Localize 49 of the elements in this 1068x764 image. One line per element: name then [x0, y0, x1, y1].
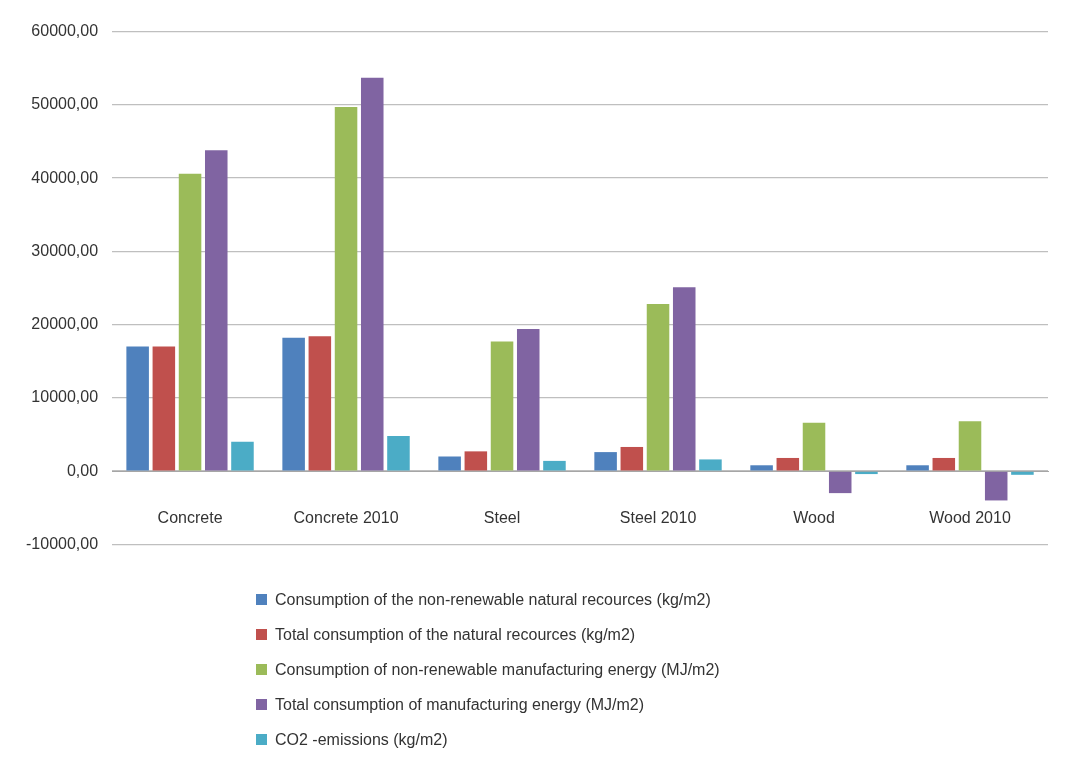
x-tick-label: Concrete 2010 — [293, 509, 399, 527]
x-tick-label: Wood — [793, 509, 835, 527]
x-tick-label: Wood 2010 — [929, 509, 1011, 527]
bar — [828, 471, 852, 494]
bar — [932, 457, 956, 471]
bar — [126, 346, 149, 471]
bar — [750, 465, 773, 471]
y-tick-label: 0,00 — [66, 461, 99, 479]
bar — [1011, 471, 1034, 475]
legend-label: Consumption of non-renewable manufacturing energy (MJ/m2) — [275, 660, 720, 679]
x-tick-label: Concrete — [157, 509, 223, 527]
y-tick-label: 10000,00 — [31, 388, 99, 406]
bar — [958, 421, 982, 471]
y-tick-label: 50000,00 — [31, 95, 99, 113]
bar — [178, 173, 202, 471]
legend-label: CO2 -emissions (kg/m2) — [275, 730, 448, 749]
bar — [984, 471, 1008, 501]
bar — [594, 452, 617, 471]
bar — [855, 471, 878, 475]
bar — [646, 304, 670, 471]
bar — [438, 456, 461, 471]
legend-label: Consumption of the non-renewable natural recources (kg/m2) — [275, 590, 711, 609]
y-tick-label: 60000,00 — [31, 22, 99, 40]
bar — [334, 107, 358, 471]
bar — [620, 446, 644, 471]
legend-label: Total consumption of manufacturing energy (MJ/m2) — [275, 695, 645, 714]
bar — [205, 150, 228, 471]
bar — [802, 422, 826, 471]
bar — [308, 336, 332, 471]
y-tick-label: -10000,00 — [26, 534, 99, 552]
bar — [282, 337, 305, 471]
legend-label: Total consumption of the natural recources (kg/m2) — [275, 625, 636, 644]
bar — [231, 441, 254, 471]
x-tick-label: Steel 2010 — [619, 509, 697, 527]
bar — [543, 460, 566, 471]
bar — [906, 465, 929, 471]
bar — [699, 459, 722, 471]
x-tick-label: Steel — [483, 509, 521, 527]
bar — [776, 457, 800, 471]
bar — [516, 329, 540, 471]
bar — [490, 341, 514, 471]
bar — [387, 435, 410, 471]
y-tick-label: 30000,00 — [31, 241, 99, 259]
y-tick-label: 20000,00 — [31, 315, 99, 333]
bar — [360, 77, 384, 471]
y-tick-label: 40000,00 — [31, 168, 99, 186]
bar — [152, 346, 176, 471]
bar — [464, 451, 488, 471]
bar — [672, 287, 696, 471]
